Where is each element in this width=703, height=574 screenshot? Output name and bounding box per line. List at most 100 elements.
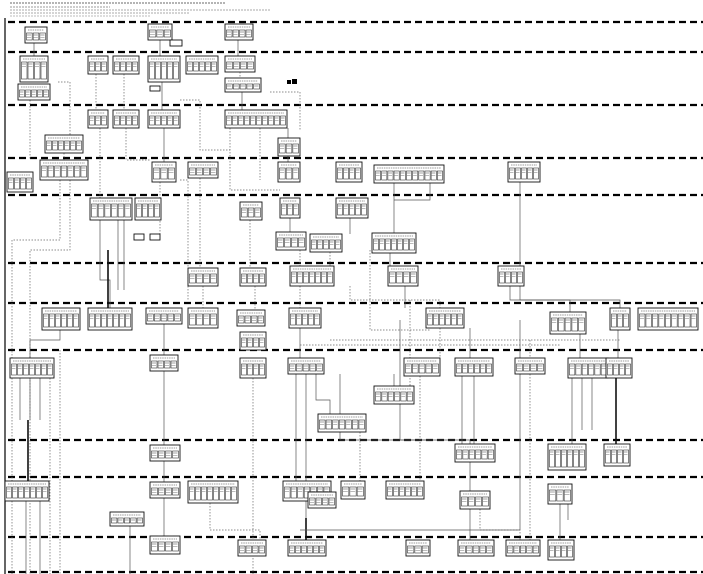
node-cell [664, 313, 672, 328]
node-cell [309, 363, 316, 372]
node [109, 511, 145, 527]
node-cell [151, 487, 158, 496]
node [4, 480, 50, 502]
node-cell [107, 313, 113, 328]
node-cell [91, 203, 98, 218]
node-cell [167, 313, 174, 322]
node-cell [652, 313, 659, 328]
node-cell [343, 203, 349, 216]
node [497, 265, 525, 287]
node-cell [297, 271, 303, 284]
node-cell [389, 271, 396, 284]
node-cell [136, 203, 142, 218]
node-cell [20, 177, 26, 190]
node-cell [309, 271, 315, 284]
node-cell [153, 167, 161, 180]
node [605, 357, 633, 379]
node-cell [167, 167, 175, 180]
node-cell [611, 449, 617, 464]
node-cell [433, 313, 439, 326]
node-cell [564, 317, 572, 332]
node-cell [555, 449, 561, 468]
node-cell [486, 545, 493, 554]
node [454, 443, 496, 463]
node-cell [170, 360, 177, 369]
node-cell [403, 271, 410, 284]
node-cell [239, 29, 246, 38]
node-cell [549, 449, 555, 468]
node-cell [391, 238, 397, 251]
node-frame [149, 233, 161, 241]
node-cell [639, 313, 646, 328]
node-cell [142, 203, 148, 218]
node-cell [219, 486, 225, 501]
node-cell [530, 363, 537, 372]
node [44, 134, 84, 154]
node-cell [244, 315, 251, 324]
node-cell [605, 449, 611, 464]
node [87, 55, 109, 75]
node-cell [154, 203, 160, 218]
node-cell [355, 167, 361, 180]
connector [399, 320, 430, 441]
node-cell [379, 238, 385, 251]
node-cell [196, 313, 203, 326]
node-cell [213, 486, 219, 501]
node-cell [623, 313, 629, 328]
node-cell [611, 313, 617, 328]
node-cell [11, 363, 17, 376]
node-cell [29, 363, 35, 376]
node-cell [167, 61, 173, 80]
node [459, 490, 491, 510]
node [277, 161, 301, 183]
node-cell [549, 545, 555, 558]
node [236, 309, 266, 327]
node-cell [67, 165, 74, 178]
node-cell [226, 61, 233, 70]
node [112, 55, 140, 75]
node-cell [12, 486, 18, 499]
node [309, 233, 343, 253]
node [6, 171, 34, 193]
node-cell [54, 165, 61, 178]
node-cell [111, 517, 118, 524]
node [457, 539, 495, 557]
connectors [11, 40, 621, 574]
node [275, 231, 307, 251]
node-cell [257, 315, 264, 324]
connector [369, 250, 430, 331]
node-cell [195, 486, 201, 501]
node-cell [349, 203, 355, 216]
nodes [4, 23, 699, 561]
node-cell [130, 517, 137, 524]
node-cell [40, 61, 47, 80]
node [9, 357, 55, 379]
node-cell [537, 363, 544, 372]
node-cell [147, 313, 154, 322]
node-cell [43, 89, 49, 98]
node [41, 307, 81, 331]
node-cell [151, 360, 158, 369]
node-cell [315, 271, 321, 284]
node-cell [89, 313, 95, 328]
node-cell [343, 167, 349, 180]
node-cell [321, 271, 327, 284]
node-cell [245, 29, 252, 38]
node-cell [30, 486, 36, 499]
node-cell [297, 486, 304, 499]
node-cell [49, 313, 55, 328]
node-cell [174, 313, 181, 322]
node [149, 233, 161, 241]
node [149, 354, 179, 372]
node-cell [396, 271, 403, 284]
node-cell [251, 315, 258, 324]
node-cell [161, 61, 167, 80]
connector [180, 99, 230, 151]
node-cell [259, 363, 265, 376]
node-cell [307, 545, 313, 554]
node-cell [148, 203, 154, 218]
connector [29, 330, 61, 358]
node-cell [6, 486, 12, 499]
node-cell [511, 271, 517, 284]
